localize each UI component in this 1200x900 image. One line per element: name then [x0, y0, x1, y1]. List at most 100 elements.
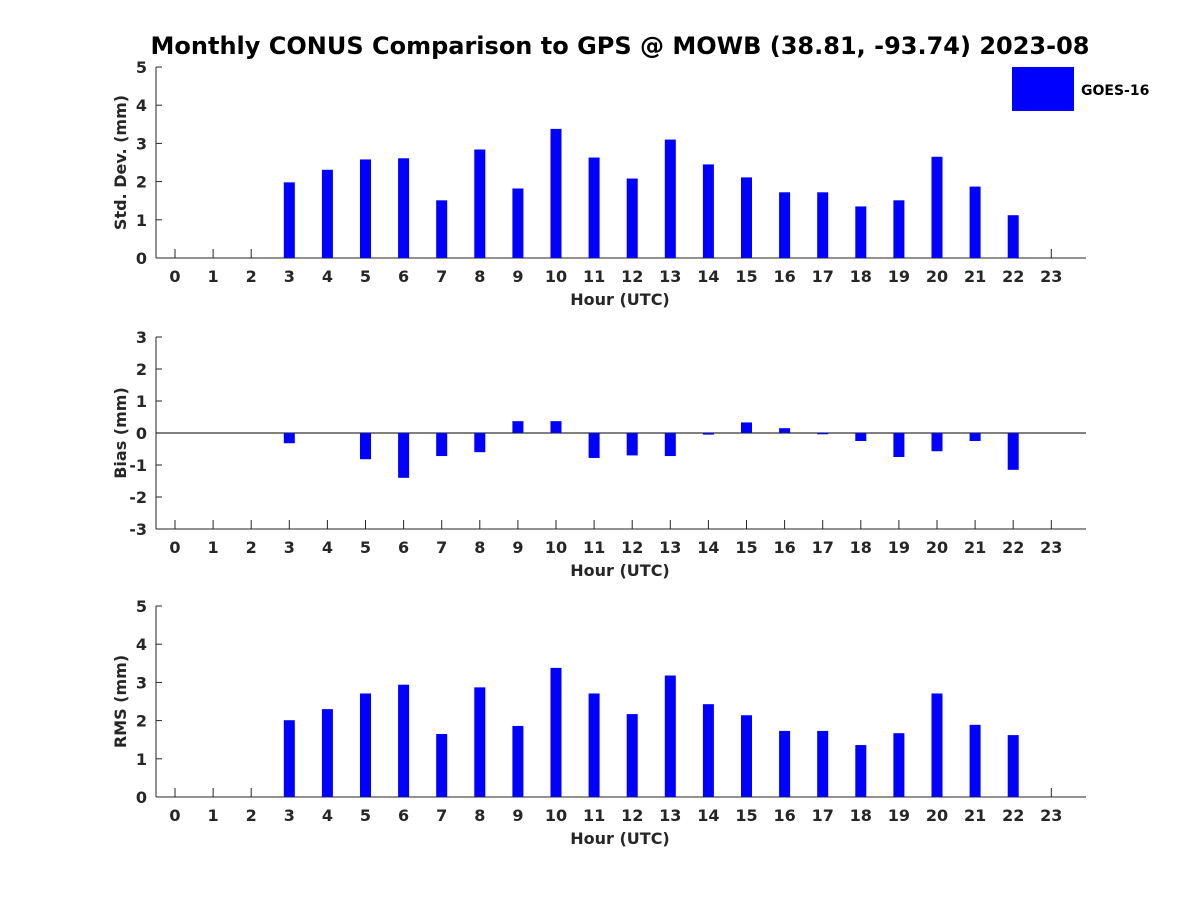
std-dev-y-tick-label: 1 [136, 211, 147, 230]
rms-x-tick-label: 10 [545, 806, 567, 825]
rms-bar [436, 733, 448, 797]
rms-x-tick-label: 5 [360, 806, 371, 825]
rms-bar [474, 687, 486, 797]
rms-x-tick-label: 8 [474, 806, 485, 825]
rms-bar [626, 714, 638, 797]
std-dev-x-tick-label: 21 [964, 267, 986, 286]
std-dev-y-tick-label: 5 [136, 58, 147, 77]
bias-bar [969, 433, 981, 441]
std-dev-bar [512, 188, 524, 258]
bias-bar [931, 433, 943, 452]
std-dev-x-tick-label: 10 [545, 267, 567, 286]
bias-x-tick-label: 3 [284, 538, 295, 557]
std-dev-bar [626, 178, 638, 258]
bias-x-tick-label: 0 [169, 538, 180, 557]
bias-x-tick-label: 1 [208, 538, 219, 557]
rms-bar [321, 709, 333, 797]
rms-x-tick-label: 17 [812, 806, 834, 825]
bias-x-tick-label: 2 [246, 538, 257, 557]
std-dev-x-tick-label: 11 [583, 267, 605, 286]
std-dev-bar [664, 139, 676, 258]
std-dev-x-tick-label: 6 [398, 267, 409, 286]
rms-x-tick-label: 4 [322, 806, 333, 825]
std-dev-y-axis-label: Std. Dev. (mm) [111, 95, 130, 230]
std-dev-bar [283, 182, 295, 258]
rms-bar [550, 667, 562, 797]
rms-y-tick-label: 5 [136, 597, 147, 616]
rms-x-tick-label: 19 [888, 806, 910, 825]
bias-y-tick-label: -3 [129, 520, 147, 539]
std-dev-bar [893, 200, 905, 258]
legend: GOES-16 [1012, 67, 1149, 111]
std-dev-bar [398, 158, 410, 258]
bias-x-tick-label: 7 [436, 538, 447, 557]
rms-x-tick-label: 23 [1040, 806, 1062, 825]
std-dev-y-tick-label: 3 [136, 134, 147, 153]
rms-bar [588, 693, 600, 797]
rms-bar [1007, 735, 1019, 797]
bias-bar [512, 421, 524, 433]
rms-y-axis-label: RMS (mm) [111, 655, 130, 748]
bias-x-tick-label: 14 [697, 538, 719, 557]
rms-bar [283, 720, 295, 797]
std-dev-bar [969, 186, 981, 258]
rms-x-tick-label: 3 [284, 806, 295, 825]
rms-x-tick-label: 20 [926, 806, 948, 825]
rms-bar [702, 704, 714, 797]
bias-x-tick-label: 9 [512, 538, 523, 557]
rms-x-tick-label: 14 [697, 806, 719, 825]
std-dev-x-tick-label: 16 [773, 267, 795, 286]
std-dev-x-tick-label: 18 [850, 267, 872, 286]
std-dev-bar [1007, 215, 1019, 258]
legend-swatch [1012, 67, 1074, 111]
bias-x-tick-label: 8 [474, 538, 485, 557]
rms-x-tick-label: 16 [773, 806, 795, 825]
rms-x-tick-label: 12 [621, 806, 643, 825]
bias-x-axis-label: Hour (UTC) [570, 561, 670, 580]
std-dev-bar [855, 206, 867, 258]
bias-bar [283, 433, 295, 444]
std-dev-bar [741, 177, 752, 258]
bias-bar [588, 433, 600, 458]
legend-label: GOES-16 [1081, 83, 1149, 99]
std-dev-x-tick-label: 5 [360, 267, 371, 286]
bias-x-tick-label: 17 [812, 538, 834, 557]
std-dev-bar [702, 164, 714, 258]
bias-bar [626, 433, 638, 456]
std-dev-bar [360, 159, 371, 258]
bias-y-tick-label: -1 [129, 456, 147, 475]
std-dev-x-tick-label: 9 [512, 267, 523, 286]
bias-y-axis-label: Bias (mm) [111, 387, 130, 479]
rms-x-tick-label: 21 [964, 806, 986, 825]
std-dev-x-tick-label: 4 [322, 267, 333, 286]
bias-x-tick-label: 12 [621, 538, 643, 557]
bias-y-tick-label: -2 [129, 488, 147, 507]
std-dev-x-tick-label: 12 [621, 267, 643, 286]
std-dev-x-tick-label: 22 [1002, 267, 1024, 286]
std-dev-x-axis-label: Hour (UTC) [570, 290, 670, 309]
bias-x-tick-label: 16 [773, 538, 795, 557]
bias-y-tick-label: 2 [136, 360, 147, 379]
rms-bar [360, 693, 371, 797]
rms-y-tick-label: 3 [136, 673, 147, 692]
std-dev-x-tick-label: 2 [246, 267, 257, 286]
std-dev-x-tick-label: 20 [926, 267, 948, 286]
rms-x-tick-label: 2 [246, 806, 257, 825]
bias-bar [550, 421, 562, 433]
std-dev-x-tick-label: 1 [208, 267, 219, 286]
rms-bar [855, 745, 867, 797]
std-dev-y-tick-label: 0 [136, 249, 147, 268]
rms-x-tick-label: 11 [583, 806, 605, 825]
bias-bar [779, 428, 791, 433]
std-dev-bar [931, 156, 943, 258]
bias-bar [817, 433, 829, 435]
std-dev-x-tick-label: 23 [1040, 267, 1062, 286]
rms-x-tick-label: 9 [512, 806, 523, 825]
bias-x-tick-label: 18 [850, 538, 872, 557]
bias-x-tick-label: 4 [322, 538, 333, 557]
std-dev-y-tick-label: 4 [136, 96, 147, 115]
rms-bar [398, 684, 410, 797]
std-dev-x-tick-label: 13 [659, 267, 681, 286]
